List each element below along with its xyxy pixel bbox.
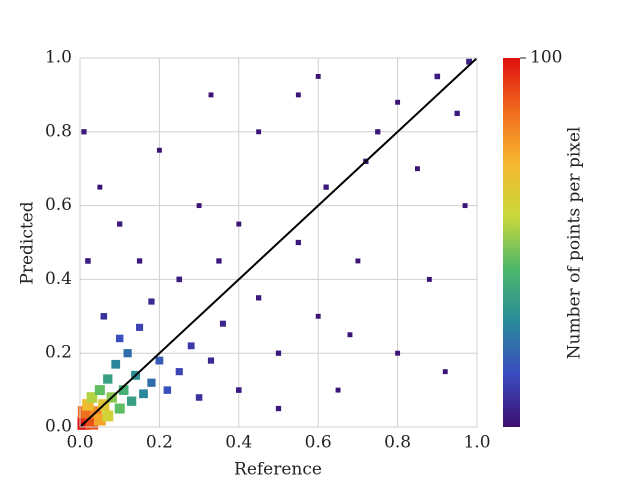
y-tick-label: 0.4 [45,269,72,289]
density-cell [139,389,148,399]
density-cell [100,313,108,320]
density-cell [323,184,329,190]
density-cell [93,413,106,426]
reference-line [79,57,478,428]
density-cell [82,399,94,411]
density-cell [426,276,432,282]
density-cell [236,221,242,227]
density-cell [355,258,361,264]
density-cell [415,166,420,172]
density-cell [256,295,262,301]
plot-frame [79,57,478,428]
density-cell [115,334,124,343]
density-cell [442,369,448,375]
density-cell [462,203,468,209]
density-cell [219,320,226,327]
density-cell [216,258,222,264]
density-cell [102,410,114,422]
density-cell [295,92,301,98]
density-cell [466,58,472,65]
density-cell [85,258,91,264]
density-cell [118,385,129,395]
density-cell [395,99,401,105]
colorbar-tick-label: 100 [530,48,562,68]
density-cell [126,396,137,406]
density-cell [335,387,341,393]
density-cell [454,110,460,116]
x-tick-label: 1.0 [463,433,490,453]
density-cell [123,349,132,358]
density-cell [86,392,98,403]
y-tick-label: 1.0 [45,48,72,68]
density-cell [156,147,162,153]
density-cell [207,357,215,364]
density-cell [148,298,155,305]
colorbar [503,58,520,427]
y-tick-label: 0.8 [45,121,72,141]
density-cell [275,350,282,356]
x-tick-label: 0.6 [305,433,332,453]
y-tick-label: 0.6 [45,195,72,215]
density-cell [275,405,282,412]
density-cell [208,92,214,98]
x-tick-label: 0.4 [225,433,252,453]
density-cell [187,342,195,350]
density-cell [347,332,353,338]
density-cell [163,386,172,394]
density-cell [196,203,202,209]
density-cell [195,394,203,401]
density-cell [114,403,125,414]
y-axis-label: Predicted [18,201,38,284]
y-tick-label: 0.2 [45,343,72,363]
density-cell [135,323,144,331]
density-cell [315,313,321,319]
density-cell [434,73,441,80]
density-cell [94,385,105,396]
x-tick-label: 0.8 [384,433,411,453]
colorbar-label: Number of points per pixel [565,127,585,360]
density-cell [295,239,301,246]
density-cell [147,378,156,387]
y-tick-label: 0.0 [45,417,72,437]
density-cell [256,129,262,135]
density-cell [375,129,381,135]
density-cell [81,129,87,135]
x-axis-label: Reference [234,460,322,480]
density-cell [155,356,164,365]
density-cell [236,387,242,393]
x-tick-label: 0.0 [66,433,93,453]
density-cell [97,184,103,190]
density-cell [103,374,113,384]
density-cell [395,350,401,356]
density-cell [117,221,123,227]
density-cell [136,258,143,264]
x-tick-label: 0.2 [146,433,173,453]
density-cell [315,74,321,79]
density-cell [176,276,183,283]
density-cell [175,368,183,376]
density-cell [111,359,121,369]
